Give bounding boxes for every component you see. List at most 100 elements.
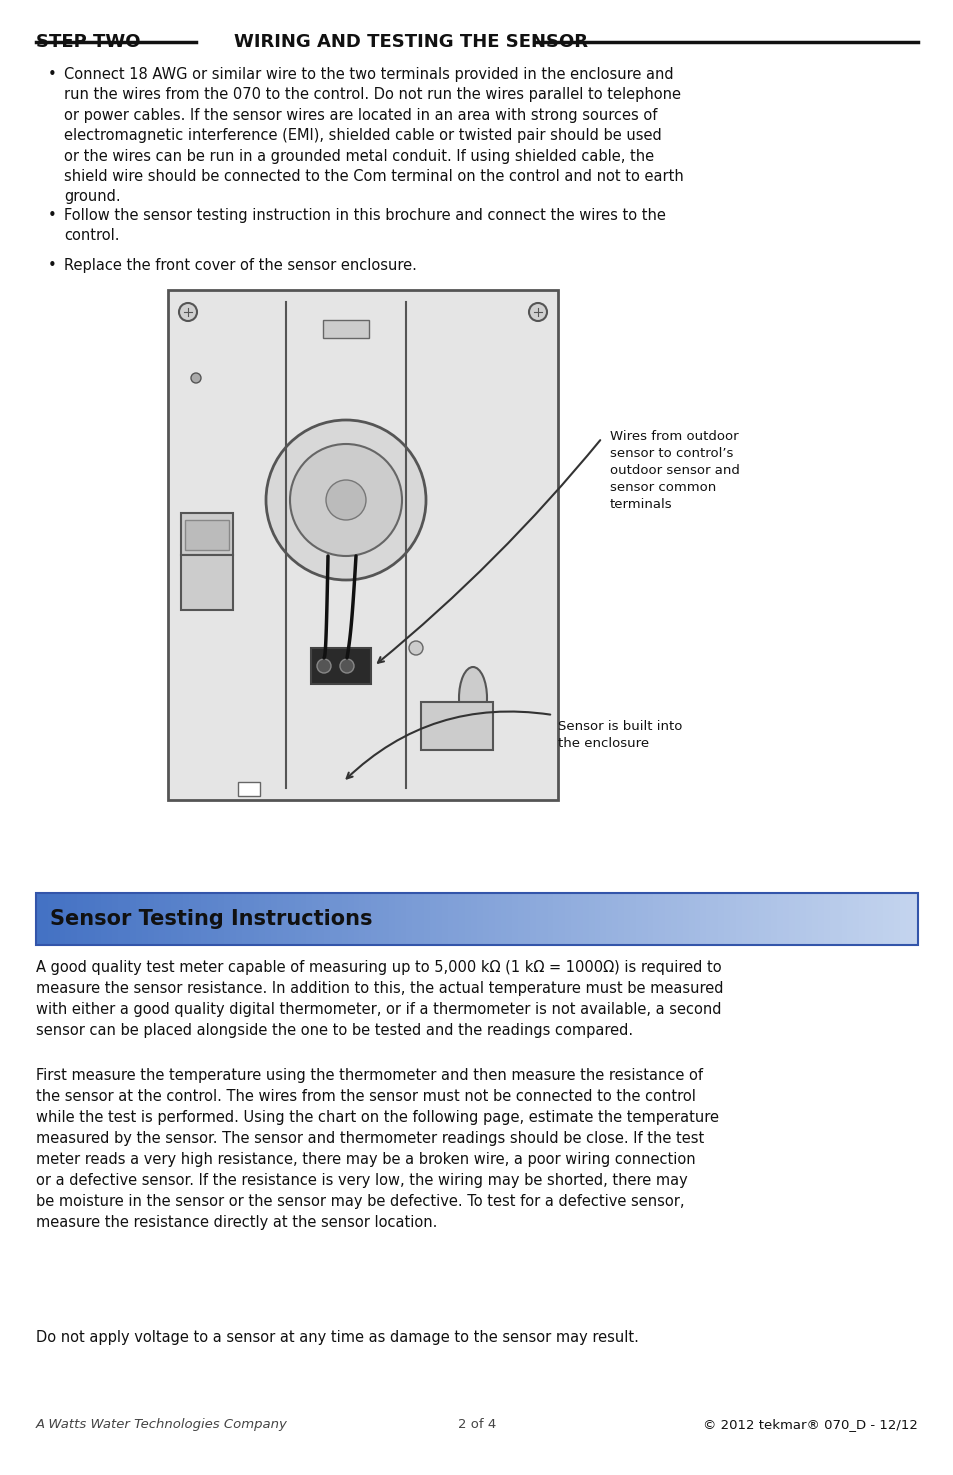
Bar	[823, 892, 830, 945]
Bar	[376, 892, 383, 945]
Bar	[776, 892, 783, 945]
Circle shape	[529, 302, 546, 322]
Circle shape	[179, 302, 196, 322]
Bar	[705, 892, 713, 945]
Bar	[571, 892, 578, 945]
Bar	[577, 892, 583, 945]
Bar	[911, 892, 918, 945]
Bar	[558, 892, 566, 945]
Bar	[517, 892, 524, 945]
Ellipse shape	[458, 667, 486, 729]
Bar	[101, 892, 108, 945]
Bar	[512, 892, 518, 945]
Bar	[59, 892, 67, 945]
Bar	[341, 892, 348, 945]
Bar	[447, 892, 454, 945]
Bar	[235, 892, 243, 945]
Bar	[71, 892, 78, 945]
Bar	[165, 892, 172, 945]
Bar	[629, 892, 636, 945]
Bar	[718, 892, 724, 945]
Bar	[153, 892, 160, 945]
Bar	[817, 892, 824, 945]
Bar	[107, 892, 113, 945]
Bar	[788, 892, 795, 945]
Bar	[181, 555, 233, 611]
Bar	[846, 892, 854, 945]
Bar	[53, 892, 60, 945]
Bar	[436, 892, 442, 945]
Bar	[347, 892, 355, 945]
Text: Sensor is built into
the enclosure: Sensor is built into the enclosure	[558, 720, 681, 749]
Bar	[476, 892, 483, 945]
Bar	[185, 521, 229, 550]
Bar	[148, 892, 154, 945]
Bar	[42, 892, 49, 945]
Bar	[359, 892, 366, 945]
Bar	[306, 892, 313, 945]
Bar	[130, 892, 137, 945]
Bar	[66, 892, 72, 945]
Text: STEP TWO: STEP TWO	[36, 32, 140, 52]
Bar	[582, 892, 589, 945]
Bar	[289, 892, 295, 945]
Bar	[168, 291, 558, 799]
Circle shape	[316, 659, 331, 673]
Bar	[441, 892, 448, 945]
Text: © 2012 tekmar® 070_D - 12/12: © 2012 tekmar® 070_D - 12/12	[702, 1417, 917, 1431]
Bar	[670, 892, 678, 945]
Bar	[723, 892, 730, 945]
Text: Wires from outdoor
sensor to control’s
outdoor sensor and
sensor common
terminal: Wires from outdoor sensor to control’s o…	[609, 431, 740, 510]
Bar	[618, 892, 624, 945]
Bar	[700, 892, 706, 945]
Bar	[395, 892, 401, 945]
Bar	[453, 892, 460, 945]
Bar	[623, 892, 630, 945]
Text: Follow the sensor testing instruction in this brochure and connect the wires to : Follow the sensor testing instruction in…	[64, 208, 665, 243]
Bar	[312, 892, 319, 945]
Bar	[770, 892, 777, 945]
Bar	[118, 892, 125, 945]
Bar	[471, 892, 477, 945]
Bar	[900, 892, 906, 945]
Bar	[112, 892, 119, 945]
Bar	[864, 892, 871, 945]
Bar	[712, 892, 719, 945]
Bar	[253, 892, 260, 945]
Bar	[181, 513, 233, 555]
Text: 2 of 4: 2 of 4	[457, 1417, 496, 1431]
Bar	[94, 892, 102, 945]
Bar	[664, 892, 671, 945]
Bar	[894, 892, 901, 945]
Bar	[365, 892, 372, 945]
Bar	[218, 892, 225, 945]
Bar	[237, 782, 260, 796]
Bar	[248, 892, 254, 945]
Bar	[641, 892, 648, 945]
Bar	[659, 892, 665, 945]
Bar	[805, 892, 812, 945]
Bar	[588, 892, 595, 945]
Bar	[213, 892, 219, 945]
Bar	[682, 892, 689, 945]
Bar	[753, 892, 760, 945]
Bar	[735, 892, 741, 945]
Bar	[271, 892, 277, 945]
Bar	[194, 892, 201, 945]
Bar	[905, 892, 912, 945]
Bar	[124, 892, 131, 945]
Bar	[311, 648, 371, 684]
Text: First measure the temperature using the thermometer and then measure the resista: First measure the temperature using the …	[36, 1068, 719, 1230]
Bar	[536, 892, 542, 945]
Bar	[870, 892, 877, 945]
Bar	[677, 892, 683, 945]
Bar	[324, 892, 331, 945]
Bar	[382, 892, 390, 945]
Bar	[782, 892, 789, 945]
Bar	[887, 892, 895, 945]
Bar	[500, 892, 507, 945]
Bar	[354, 892, 360, 945]
Text: A good quality test meter capable of measuring up to 5,000 kΩ (1 kΩ = 1000Ω) is : A good quality test meter capable of mea…	[36, 960, 722, 1038]
Bar	[371, 892, 377, 945]
Text: Replace the front cover of the sensor enclosure.: Replace the front cover of the sensor en…	[64, 258, 416, 273]
